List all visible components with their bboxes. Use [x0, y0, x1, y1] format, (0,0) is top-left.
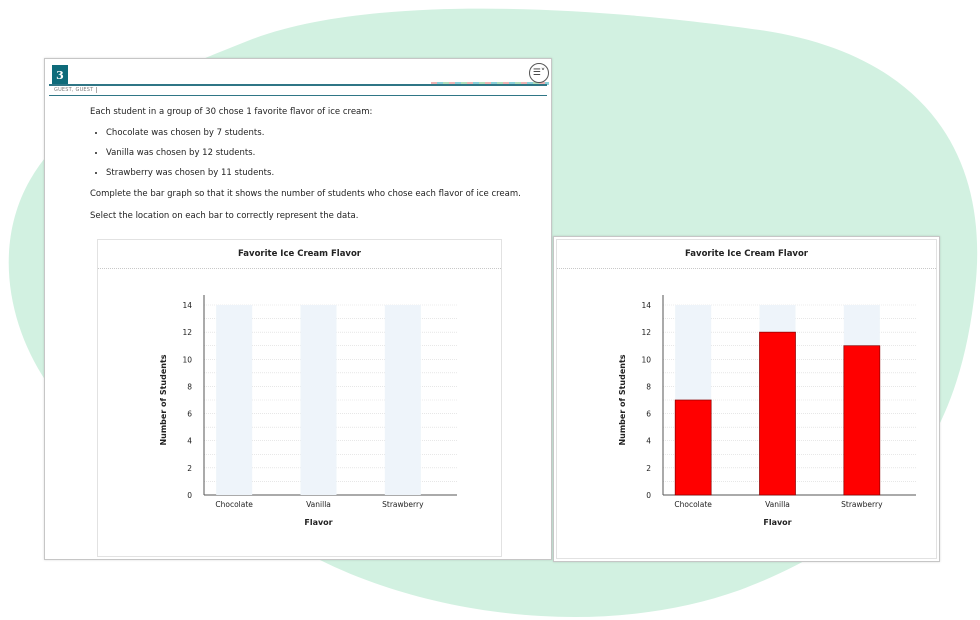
- chart-panel-interactive: Favorite Ice Cream Flavor 0 2 4 6 8 10 12 14 Cho…: [97, 239, 502, 557]
- progress-indicator: [431, 82, 549, 85]
- y-tick-label: 6: [646, 410, 651, 419]
- answer-window: Favorite Ice Cream Flavor 0 2 4 6 8 10 12 14 Cho…: [553, 236, 940, 562]
- list-item: Vanilla was chosen by 12 students.: [106, 149, 530, 158]
- y-tick-label: 2: [646, 464, 651, 473]
- question-content: Each student in a group of 30 chose 1 fa…: [90, 107, 530, 233]
- y-tick-label: 4: [187, 437, 192, 446]
- x-tick-label: Vanilla: [765, 500, 790, 509]
- question-intro: Each student in a group of 30 chose 1 fa…: [90, 107, 373, 117]
- x-tick-label: Chocolate: [215, 500, 253, 509]
- bar-track[interactable]: [300, 305, 337, 495]
- y-tick-label: 8: [187, 382, 192, 391]
- y-tick-label: 14: [182, 301, 192, 310]
- y-tick-label: 4: [646, 437, 651, 446]
- flavor-list: Chocolate was chosen by 7 students. Vani…: [90, 129, 530, 178]
- bar-track[interactable]: [216, 305, 253, 495]
- y-tick-label: 14: [641, 301, 651, 310]
- header-divider: [49, 84, 547, 86]
- y-tick-label: 0: [646, 491, 651, 500]
- instruction-complete: Complete the bar graph so that it shows …: [90, 189, 521, 199]
- chart-title: Favorite Ice Cream Flavor: [557, 240, 936, 269]
- y-axis-label: Number of Students: [618, 354, 627, 445]
- bar-track[interactable]: [384, 305, 421, 495]
- user-label: GUEST, GUEST: [54, 87, 98, 93]
- x-axis-label: Flavor: [763, 518, 791, 527]
- bar-vanilla: [759, 331, 796, 496]
- x-tick-label: Strawberry: [841, 500, 883, 509]
- x-tick-label: Strawberry: [382, 500, 424, 509]
- chart-title: Favorite Ice Cream Flavor: [98, 240, 501, 269]
- bar-strawberry: [843, 345, 881, 496]
- y-tick-label: 10: [641, 355, 651, 364]
- list-item: Chocolate was chosen by 7 students.: [106, 129, 530, 138]
- y-axis-label: Number of Students: [159, 354, 168, 445]
- list-item: Strawberry was chosen by 11 students.: [106, 169, 530, 178]
- question-number-badge[interactable]: 3: [52, 65, 68, 85]
- x-axis-label: Flavor: [304, 518, 332, 527]
- bar-chart-answer: 0 2 4 6 8 10 12 14 Chocolate Vanilla Strawberry Fla…: [618, 295, 916, 527]
- y-tick-label: 6: [187, 410, 192, 419]
- x-tick-label: Vanilla: [306, 500, 331, 509]
- header-bottom-line: [49, 95, 547, 96]
- bar-chocolate: [674, 399, 712, 496]
- bar-chart-interactive: 0 2 4 6 8 10 12 14 Chocolate Vanilla Strawberry Fla…: [159, 295, 457, 527]
- x-tick-label: Chocolate: [674, 500, 712, 509]
- question-window: 3 ☰˅ GUEST, GUEST Each student in a grou…: [44, 58, 552, 560]
- y-tick-label: 10: [182, 355, 192, 364]
- chart-panel-answer: Favorite Ice Cream Flavor 0 2 4 6 8 10 12 14 Cho…: [556, 239, 937, 559]
- y-tick-label: 12: [641, 328, 651, 337]
- menu-chevron-icon[interactable]: ☰˅: [529, 63, 549, 83]
- instruction-select: Select the location on each bar to corre…: [90, 211, 359, 221]
- y-tick-label: 0: [187, 491, 192, 500]
- y-tick-label: 8: [646, 382, 651, 391]
- y-tick-label: 12: [182, 328, 192, 337]
- y-tick-label: 2: [187, 464, 192, 473]
